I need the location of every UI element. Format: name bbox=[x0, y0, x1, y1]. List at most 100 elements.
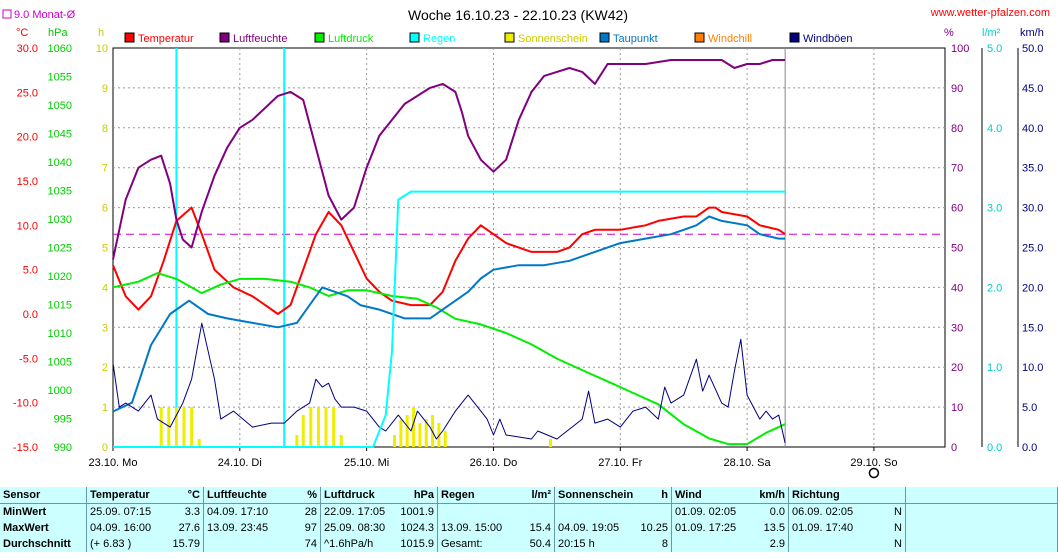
rain-tick-label: 5.0 bbox=[987, 43, 1002, 55]
sunshine-bar bbox=[301, 415, 305, 447]
sun-tick-label: 4 bbox=[102, 282, 108, 294]
stats-header-temp: Temperatur °C bbox=[86, 487, 204, 504]
rain-tick-label: 1.0 bbox=[987, 362, 1002, 374]
legend-swatch bbox=[599, 32, 610, 43]
rain-unit: l/m² bbox=[982, 27, 1001, 39]
stats-header-wind: Wind km/h bbox=[671, 487, 789, 504]
sunshine-bar bbox=[549, 439, 553, 447]
series-luftdruck bbox=[112, 272, 786, 446]
x-tick-label: 26.10. Do bbox=[470, 457, 518, 469]
stats-cell: 25.09. 07:15 3.3 bbox=[86, 503, 204, 520]
stats-header-spacer bbox=[905, 487, 1058, 504]
sunshine-bar bbox=[393, 435, 397, 447]
website-link[interactable]: www.wetter-pfalzen.com bbox=[930, 7, 1050, 19]
press-tick-label: 1015 bbox=[48, 300, 72, 312]
series-temperatur bbox=[112, 206, 786, 315]
sunshine-bar bbox=[399, 419, 403, 447]
sunshine-bar bbox=[309, 407, 313, 447]
stats-cell: ^1.6hPa/h 1015.9 bbox=[320, 536, 438, 552]
stats-cell-value: 10.25 bbox=[640, 521, 668, 534]
monat-legend: 9.0 Monat-Ø bbox=[14, 9, 76, 21]
stats-header-sun-label: Sonnenschein bbox=[558, 488, 634, 501]
hum-unit: % bbox=[944, 27, 954, 39]
legend-label: Luftdruck bbox=[328, 33, 374, 45]
temp-tick-label: 10.0 bbox=[17, 220, 38, 232]
stats-cell-time: 06.09. 02:05 bbox=[792, 505, 854, 518]
legend-label: Sonnenschein bbox=[518, 33, 588, 45]
press-tick-label: 1025 bbox=[48, 243, 72, 255]
stats-row: MinWert 25.09. 07:15 3.3 04.09. 17:10 28 22.0… bbox=[0, 503, 1058, 520]
temp-tick-label: 15.0 bbox=[17, 176, 38, 188]
sun-unit: h bbox=[98, 27, 104, 39]
hum-tick-label: 50 bbox=[951, 243, 963, 255]
legend-swatch bbox=[789, 32, 800, 43]
stats-cell-time: 13.09. 23:45 bbox=[207, 521, 269, 534]
hum-tick-label: 90 bbox=[951, 83, 963, 95]
legend-swatch bbox=[314, 32, 325, 43]
sun-tick-label: 0 bbox=[102, 442, 108, 454]
x-tick-label: 28.10. Sa bbox=[724, 457, 772, 469]
stats-cell: 22.09. 17:05 1001.9 bbox=[320, 503, 438, 520]
stats-cell: 04.09. 17:10 28 bbox=[203, 503, 321, 520]
wind-unit: km/h bbox=[1020, 27, 1044, 39]
stats-header-rain-unit: l/m² bbox=[531, 488, 551, 501]
stats-cell-value: 13.5 bbox=[763, 521, 785, 534]
stats-header-temp-unit: °C bbox=[187, 488, 200, 501]
press-tick-label: 1055 bbox=[48, 72, 72, 84]
temp-tick-label: 5.0 bbox=[23, 265, 38, 277]
sunshine-bar bbox=[405, 415, 409, 447]
temp-tick-label: 30.0 bbox=[17, 43, 38, 55]
stats-cell: 20:15 h 8 bbox=[554, 536, 672, 552]
wind-tick-label: 15.0 bbox=[1022, 322, 1043, 334]
stats-cell-time: ^1.6hPa/h bbox=[324, 537, 374, 550]
legend-swatch bbox=[124, 32, 135, 43]
week-end-marker bbox=[868, 467, 880, 479]
stats-table: Sensor Temperatur °C Luftfeuchte% Luftdru… bbox=[0, 487, 1058, 552]
stats-spacer bbox=[905, 503, 1058, 520]
press-tick-label: 1020 bbox=[48, 271, 72, 283]
hum-tick-label: 30 bbox=[951, 322, 963, 334]
sun-tick-label: 3 bbox=[102, 322, 108, 334]
chart-title: Woche 16.10.23 - 22.10.23 (KW42) bbox=[408, 7, 628, 23]
wind-tick-label: 45.0 bbox=[1022, 83, 1043, 95]
hum-tick-label: 70 bbox=[951, 163, 963, 175]
stats-cell-value: N bbox=[894, 505, 902, 518]
press-tick-label: 1050 bbox=[48, 100, 72, 112]
wind-tick-label: 0.0 bbox=[1022, 442, 1037, 454]
stats-cell: 06.09. 02:05 N bbox=[788, 503, 906, 520]
stats-row: Durchschnitt (+ 6.83 ) 15.79 74 ^1.6hPa/h 101… bbox=[0, 536, 1058, 552]
stats-header-temp-label: Temperatur bbox=[90, 488, 150, 501]
stats-cell-time: 04.09. 17:10 bbox=[207, 505, 269, 518]
stats-cell bbox=[554, 503, 672, 520]
wind-tick-label: 25.0 bbox=[1022, 243, 1043, 255]
stats-cell: N bbox=[788, 536, 906, 552]
wind-tick-label: 50.0 bbox=[1022, 43, 1043, 55]
press-tick-label: 1010 bbox=[48, 328, 72, 340]
stats-cell-value: 3.3 bbox=[184, 505, 200, 518]
stats-cell: 04.09. 19:05 10.25 bbox=[554, 520, 672, 536]
temp-tick-label: -5.0 bbox=[19, 353, 38, 365]
stats-header-hum: Luftfeuchte% bbox=[203, 487, 321, 504]
stats-cell: 2.9 bbox=[671, 536, 789, 552]
stats-header-sun: Sonnenschein h bbox=[554, 487, 672, 504]
stats-row-label: MaxWert bbox=[0, 520, 87, 536]
stats-cell-value: 50.4 bbox=[529, 537, 551, 550]
monat-legend-box bbox=[2, 9, 12, 19]
stats-cell: 01.09. 17:25 13.5 bbox=[671, 520, 789, 536]
sun-tick-label: 1 bbox=[102, 402, 108, 414]
stats-header-rain: Regen l/m² bbox=[437, 487, 555, 504]
stats-cell-value: 1001.9 bbox=[400, 505, 434, 518]
stats-cell-time: Gesamt: bbox=[441, 537, 483, 550]
stats-cell-time: 04.09. 16:00 bbox=[90, 521, 152, 534]
stats-cell: 04.09. 16:00 27.6 bbox=[86, 520, 204, 536]
weather-chart: Woche 16.10.23 - 22.10.23 (KW42) www.wet… bbox=[2, 7, 1050, 479]
press-tick-label: 995 bbox=[54, 414, 72, 426]
wind-tick-label: 35.0 bbox=[1022, 163, 1043, 175]
rain-tick-label: 3.0 bbox=[987, 203, 1002, 215]
stats-row-label: Durchschnitt bbox=[0, 536, 87, 552]
series-taupunkt bbox=[112, 215, 786, 413]
x-tick-label: 25.10. Mi bbox=[344, 457, 389, 469]
stats-cell-time: 01.09. 17:40 bbox=[792, 521, 854, 534]
sunshine-bar bbox=[174, 407, 178, 447]
wind-tick-label: 40.0 bbox=[1022, 123, 1043, 135]
